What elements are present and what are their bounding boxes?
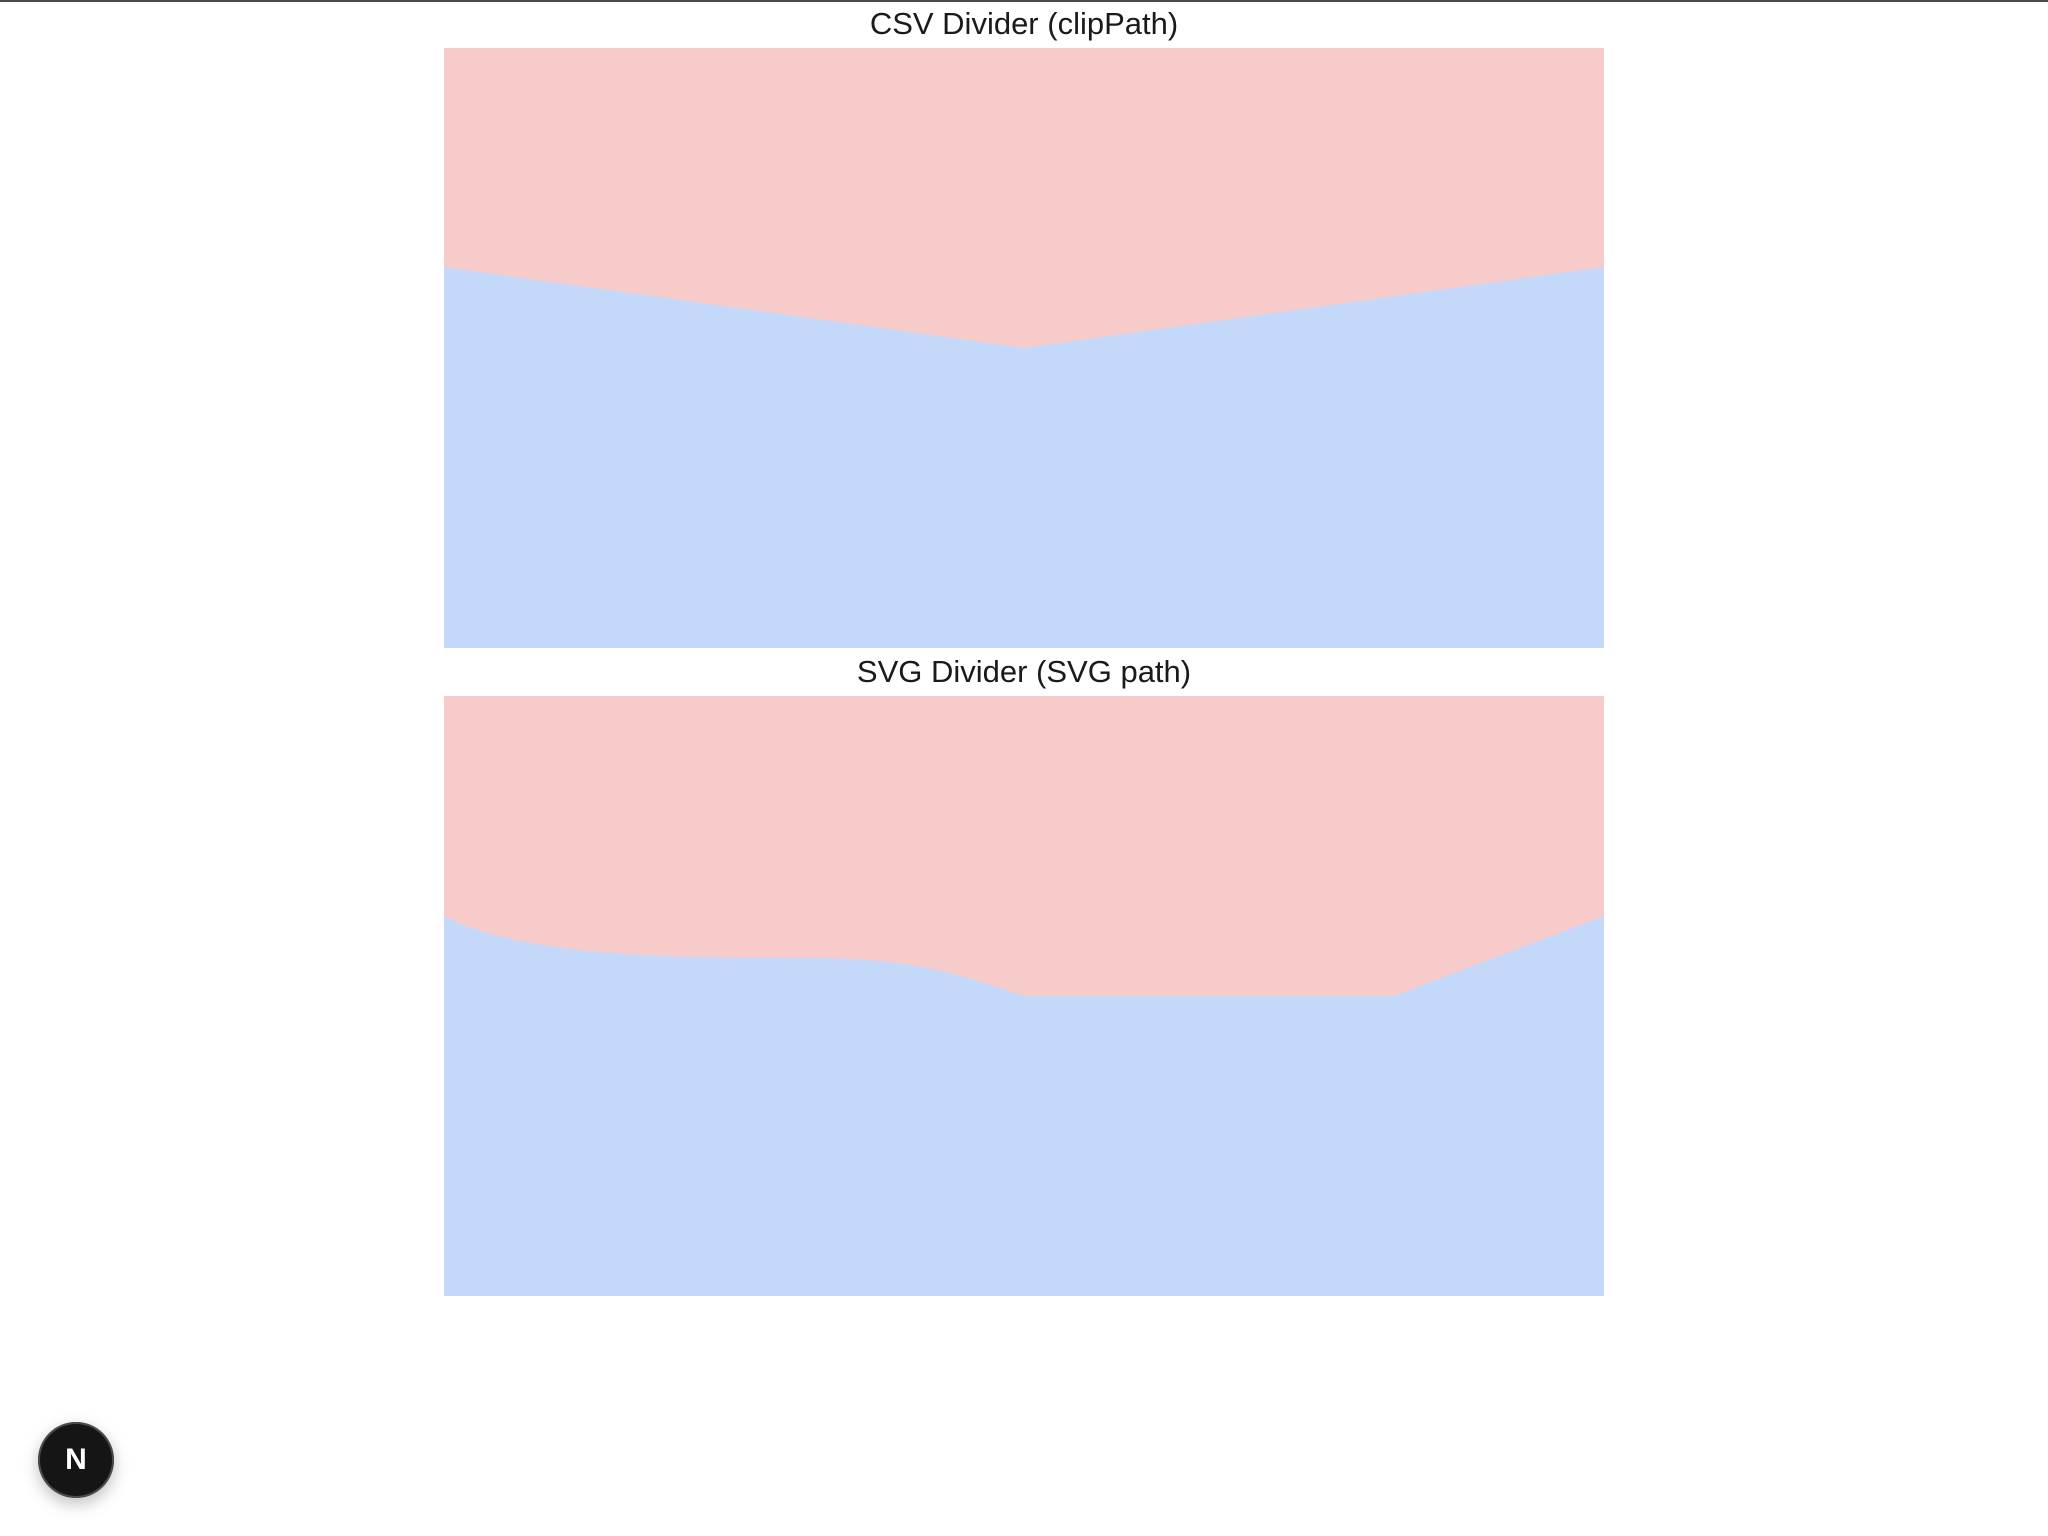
nextjs-logo-icon: N [65,1443,87,1476]
svg-divider-heading: SVG Divider (SVG path) [856,654,1192,689]
top-border-line [0,0,2048,2]
nextjs-dev-indicator-button[interactable]: N [38,1422,114,1498]
css-divider-heading: CSV Divider (clipPath) [869,6,1179,41]
svg-divider-panel [444,696,1604,1296]
svg-divider-top-section [444,696,1604,996]
css-divider-panel [444,48,1604,648]
svg-divider-graphic [444,696,1604,1296]
